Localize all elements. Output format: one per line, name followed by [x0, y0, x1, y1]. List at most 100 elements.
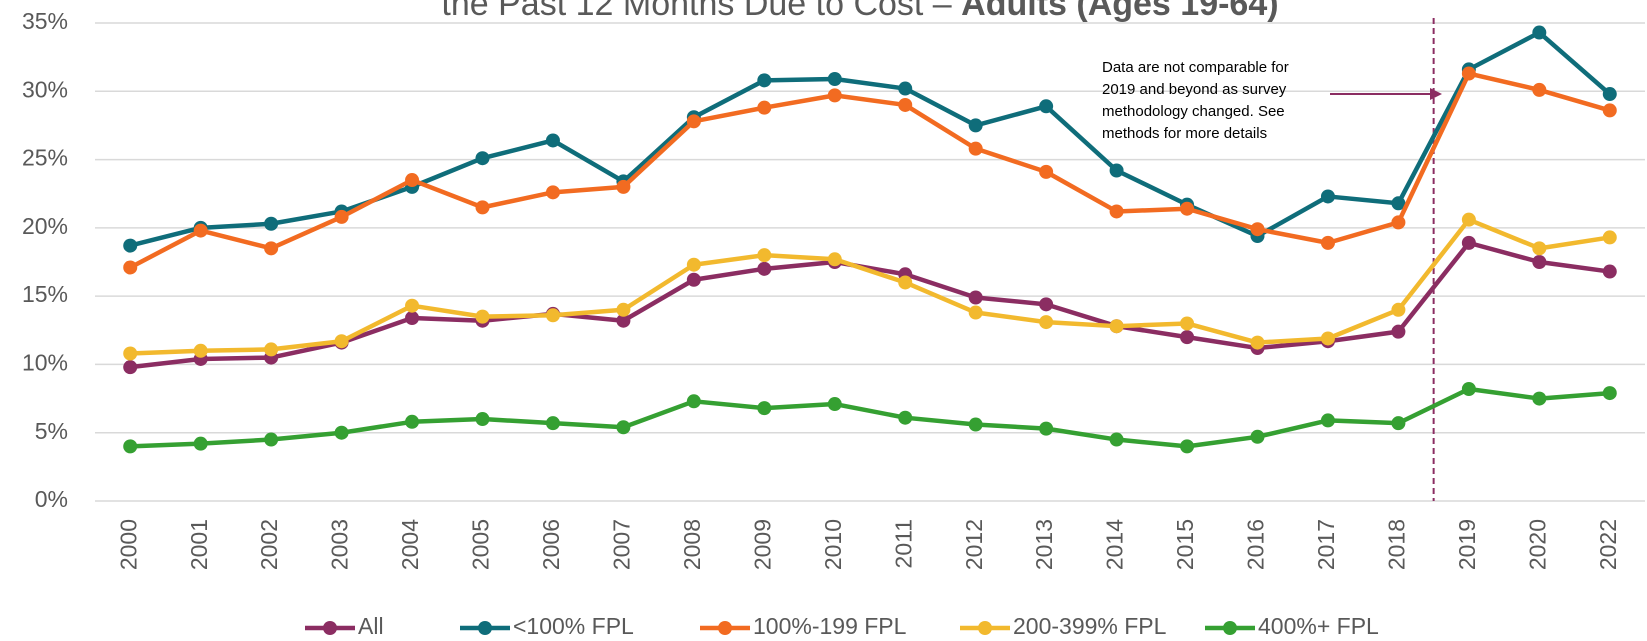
data-point — [1320, 331, 1335, 346]
data-point — [1320, 189, 1335, 204]
x-tick-label: 2018 — [1383, 519, 1409, 570]
x-tick-label: 2007 — [608, 519, 634, 570]
data-point — [1391, 324, 1406, 339]
legend-label: All — [358, 613, 384, 639]
data-point — [1602, 386, 1617, 401]
data-point — [1391, 416, 1406, 431]
data-point — [1602, 103, 1617, 118]
x-tick-label: 2012 — [961, 519, 987, 570]
legend-label: <100% FPL — [513, 613, 634, 639]
data-point — [616, 420, 631, 435]
data-point — [264, 241, 279, 256]
data-point — [1039, 99, 1054, 114]
data-point — [123, 238, 138, 253]
data-point — [1602, 230, 1617, 245]
annotation: methodology changed. See — [1102, 103, 1285, 120]
data-point — [1250, 335, 1265, 350]
y-tick-label: 30% — [22, 76, 68, 102]
data-point — [1180, 316, 1195, 331]
data-point — [123, 260, 138, 275]
data-point — [1391, 302, 1406, 317]
x-tick-label: 2009 — [749, 519, 775, 570]
data-point — [1109, 204, 1124, 219]
x-tick-label: 2011 — [890, 519, 916, 568]
data-point — [193, 223, 208, 238]
data-point — [686, 114, 701, 129]
data-point — [405, 310, 420, 325]
x-tick-label: 2022 — [1595, 519, 1621, 570]
data-point — [1461, 66, 1476, 81]
data-point — [1602, 264, 1617, 279]
data-point — [898, 81, 913, 96]
annotation: 2019 and beyond as survey — [1102, 81, 1287, 98]
x-tick-label: 2015 — [1172, 519, 1198, 570]
data-point — [405, 414, 420, 429]
x-tick-label: 2010 — [820, 519, 846, 570]
x-tick-label: 2020 — [1524, 519, 1550, 570]
series-line — [129, 71, 1611, 270]
legend-label: 100%-199 FPL — [753, 613, 907, 639]
data-point — [686, 394, 701, 409]
x-tick-label: 2013 — [1031, 519, 1057, 570]
data-point — [545, 185, 560, 200]
x-tick-label: 2000 — [115, 519, 141, 570]
data-point — [757, 401, 772, 416]
legend-marker — [323, 621, 337, 635]
data-point — [264, 216, 279, 231]
y-tick-label: 15% — [22, 281, 68, 307]
x-tick-label: 2006 — [538, 519, 564, 570]
data-point — [264, 432, 279, 447]
x-tick-label: 2008 — [679, 519, 705, 570]
data-point — [1532, 391, 1547, 406]
data-point — [123, 439, 138, 454]
x-tick-label: 2016 — [1243, 519, 1269, 570]
y-tick-label: 0% — [35, 486, 68, 512]
data-point — [1461, 212, 1476, 227]
data-point — [123, 346, 138, 361]
data-point — [1180, 201, 1195, 216]
y-tick-label: 35% — [22, 8, 68, 34]
x-tick-label: 2014 — [1102, 519, 1128, 570]
data-point — [1320, 413, 1335, 428]
chart-title: the Past 12 Months Due to Cost – Adults … — [441, 0, 1278, 23]
annotation: methods for more details — [1102, 125, 1267, 142]
data-point — [616, 313, 631, 328]
data-point — [1532, 25, 1547, 40]
data-point — [334, 425, 349, 440]
data-point — [616, 179, 631, 194]
data-point — [757, 248, 772, 263]
data-point — [827, 88, 842, 103]
x-tick-label: 2002 — [256, 519, 282, 570]
title-text: the Past 12 Months Due to Cost – — [441, 0, 961, 23]
data-point — [475, 200, 490, 215]
data-point — [1532, 255, 1547, 269]
data-point — [1250, 222, 1265, 237]
data-point — [757, 261, 772, 276]
data-point — [968, 118, 983, 133]
data-point — [405, 173, 420, 188]
data-point — [1532, 82, 1547, 97]
x-tick-label: 2001 — [186, 519, 212, 570]
series-line — [130, 386, 1610, 449]
data-point — [1602, 87, 1617, 102]
data-point — [686, 257, 701, 272]
data-point — [1320, 235, 1335, 250]
data-point — [193, 436, 208, 451]
data-point — [616, 302, 631, 317]
data-point — [193, 343, 208, 358]
x-tick-label: 2019 — [1454, 519, 1480, 570]
data-point — [968, 141, 983, 156]
y-tick-label: 10% — [22, 350, 68, 376]
data-point — [545, 416, 560, 431]
x-tick-label: 2003 — [327, 519, 353, 570]
data-point — [968, 305, 983, 320]
data-point — [264, 342, 279, 357]
y-tick-label: 25% — [22, 145, 68, 171]
data-point — [898, 410, 913, 425]
data-point — [968, 290, 983, 305]
data-point — [545, 308, 560, 323]
data-point — [1391, 215, 1406, 230]
series-line — [130, 217, 1611, 356]
x-tick-label: 2005 — [468, 519, 494, 570]
